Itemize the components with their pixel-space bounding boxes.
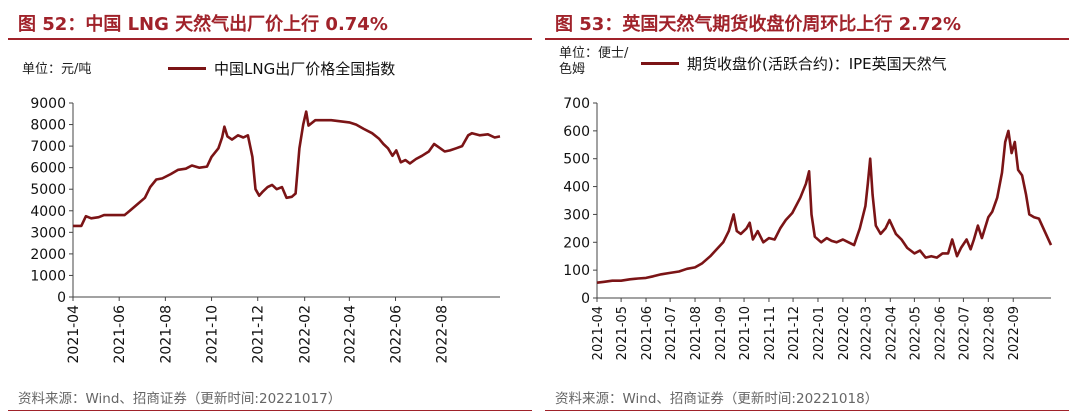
title-divider [8, 38, 532, 40]
x-tick-label: 2021-12 [251, 305, 267, 364]
x-tick-label: 2021-06 [640, 306, 655, 360]
chart-title: 图 53：英国天然气期货收盘价周环比上行 2.72% [555, 14, 962, 35]
x-tick-label: 2021-04 [66, 305, 82, 364]
title-divider [545, 38, 1069, 40]
x-tick-label: 2022-04 [884, 306, 899, 360]
x-tick-label: 2022-05 [908, 306, 923, 360]
x-tick-label: 2021-08 [158, 305, 174, 364]
x-tick-label: 2021-11 [763, 306, 778, 360]
x-tick-label: 2022-03 [859, 306, 874, 360]
legend-label: 期货收盘价(活跃合约)：IPE英国天然气 [687, 55, 947, 73]
x-tick-label: 2021-10 [205, 305, 221, 364]
chart-panel-lng: 图 52：中国 LNG 天然气出厂价上行 0.74% 单位：元/吨 中国LNG出… [8, 0, 538, 420]
footer-divider [545, 410, 1069, 411]
x-tick-label: 2022-01 [812, 306, 827, 360]
y-tick-label: 500 [563, 152, 590, 168]
footer-divider [8, 410, 532, 411]
source-note: 资料来源：Wind、招商证券（更新时间:20221017） [18, 391, 342, 407]
y-tick-label: 1000 [30, 268, 66, 284]
legend: 中国LNG出厂价格全国指数 [168, 58, 395, 79]
x-tick-label: 2021-06 [112, 305, 128, 364]
legend-label: 中国LNG出厂价格全国指数 [214, 60, 396, 78]
x-tick-label: 2022-02 [298, 305, 314, 364]
line-chart-lng: 0 1000 2000 3000 4000 5000 6000 7000 8000 9000 202… [30, 96, 501, 364]
y-tick-label: 9000 [30, 96, 66, 112]
x-tick-label: 2022-06 [933, 306, 948, 360]
x-tick-label: 2022-02 [837, 306, 852, 360]
y-tick-label: 300 [563, 207, 590, 223]
y-tick-label: 600 [563, 124, 590, 140]
legend: 期货收盘价(活跃合约)：IPE英国天然气 [641, 53, 947, 74]
unit-label: 单位：元/吨 [22, 62, 92, 77]
y-tick-label: 0 [57, 290, 66, 306]
legend-swatch [641, 62, 679, 65]
x-tick-label: 2021-10 [738, 306, 753, 360]
y-tick-label: 6000 [30, 161, 66, 177]
series-line [596, 129, 1053, 284]
legend-swatch [168, 67, 206, 70]
x-tick-label: 2022-08 [982, 306, 997, 360]
x-tick-label: 2021-12 [787, 306, 802, 360]
x-tick-label: 2021-05 [615, 306, 630, 360]
x-tick-label: 2021-08 [689, 306, 704, 360]
x-tick-label: 2022-04 [342, 305, 358, 364]
x-tick-label: 2022-07 [957, 306, 972, 360]
y-tick-label: 4000 [30, 204, 66, 220]
y-tick-label: 100 [563, 263, 590, 279]
y-tick-label: 400 [563, 180, 590, 196]
y-tick-label: 200 [563, 235, 590, 251]
x-tick-label: 2022-06 [389, 305, 405, 364]
y-tick-label: 3000 [30, 225, 66, 241]
y-tick-label: 0 [581, 291, 590, 307]
y-tick-label: 700 [563, 96, 590, 112]
x-tick-label: 2021-04 [591, 306, 606, 360]
source-note: 资料来源：Wind、招商证券（更新时间:20221018） [555, 391, 879, 407]
chart-panel-ipe: 图 53：英国天然气期货收盘价周环比上行 2.72% 单位：便士/色姆 期货收盘… [545, 0, 1075, 420]
y-tick-label: 8000 [30, 118, 66, 134]
unit-label: 单位：便士/色姆 [559, 46, 629, 77]
x-tick-label: 2021-09 [714, 306, 729, 360]
x-tick-label: 2021-07 [664, 306, 679, 360]
x-tick-label: 2022-09 [1007, 306, 1022, 360]
line-chart-ipe: 0 100 200 300 400 500 600 700 2021-04 2021-05 2021… [563, 96, 1053, 360]
y-tick-label: 7000 [30, 139, 66, 155]
series-line [73, 110, 501, 228]
y-tick-label: 5000 [30, 182, 66, 198]
x-tick-label: 2022-08 [435, 305, 451, 364]
y-tick-label: 2000 [30, 247, 66, 263]
chart-title: 图 52：中国 LNG 天然气出厂价上行 0.74% [18, 14, 388, 35]
